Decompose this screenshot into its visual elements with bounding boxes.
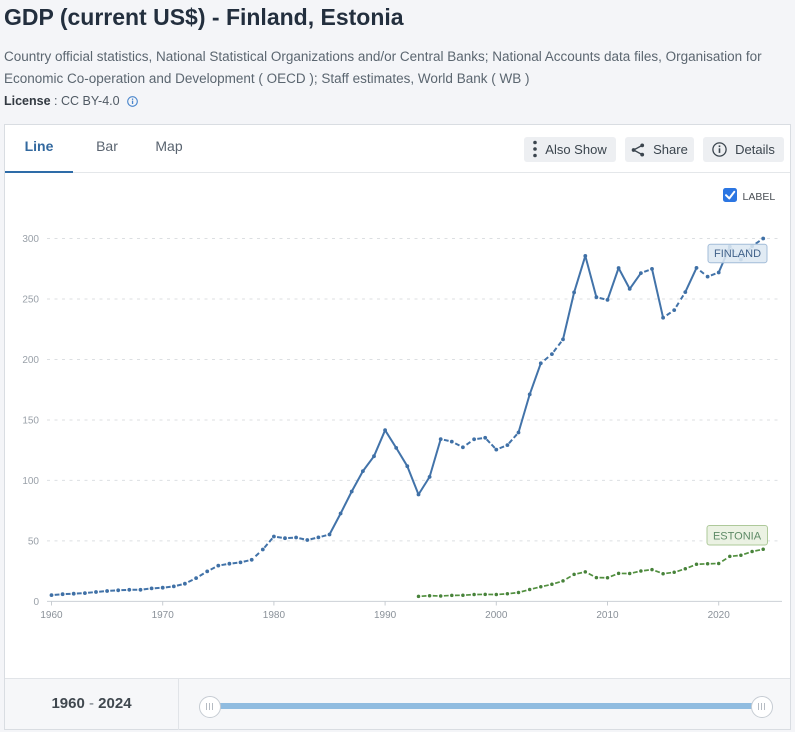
svg-text:ESTONIA: ESTONIA [713, 531, 762, 543]
svg-text:2020: 2020 [708, 610, 731, 621]
svg-text:100: 100 [22, 476, 39, 487]
svg-text:2000: 2000 [485, 610, 508, 621]
svg-text:200: 200 [22, 355, 39, 366]
svg-text:LABEL: LABEL [743, 191, 776, 203]
svg-text:2010: 2010 [596, 610, 619, 621]
svg-text:1990: 1990 [374, 610, 397, 621]
svg-text:0: 0 [33, 597, 39, 608]
svg-text:1970: 1970 [152, 610, 175, 621]
svg-text:1960: 1960 [40, 610, 63, 621]
svg-text:FINLAND: FINLAND [714, 248, 761, 260]
svg-text:250: 250 [22, 295, 39, 306]
svg-text:1980: 1980 [263, 610, 286, 621]
svg-text:50: 50 [28, 536, 40, 547]
svg-text:150: 150 [22, 415, 39, 426]
svg-text:300: 300 [22, 234, 39, 245]
